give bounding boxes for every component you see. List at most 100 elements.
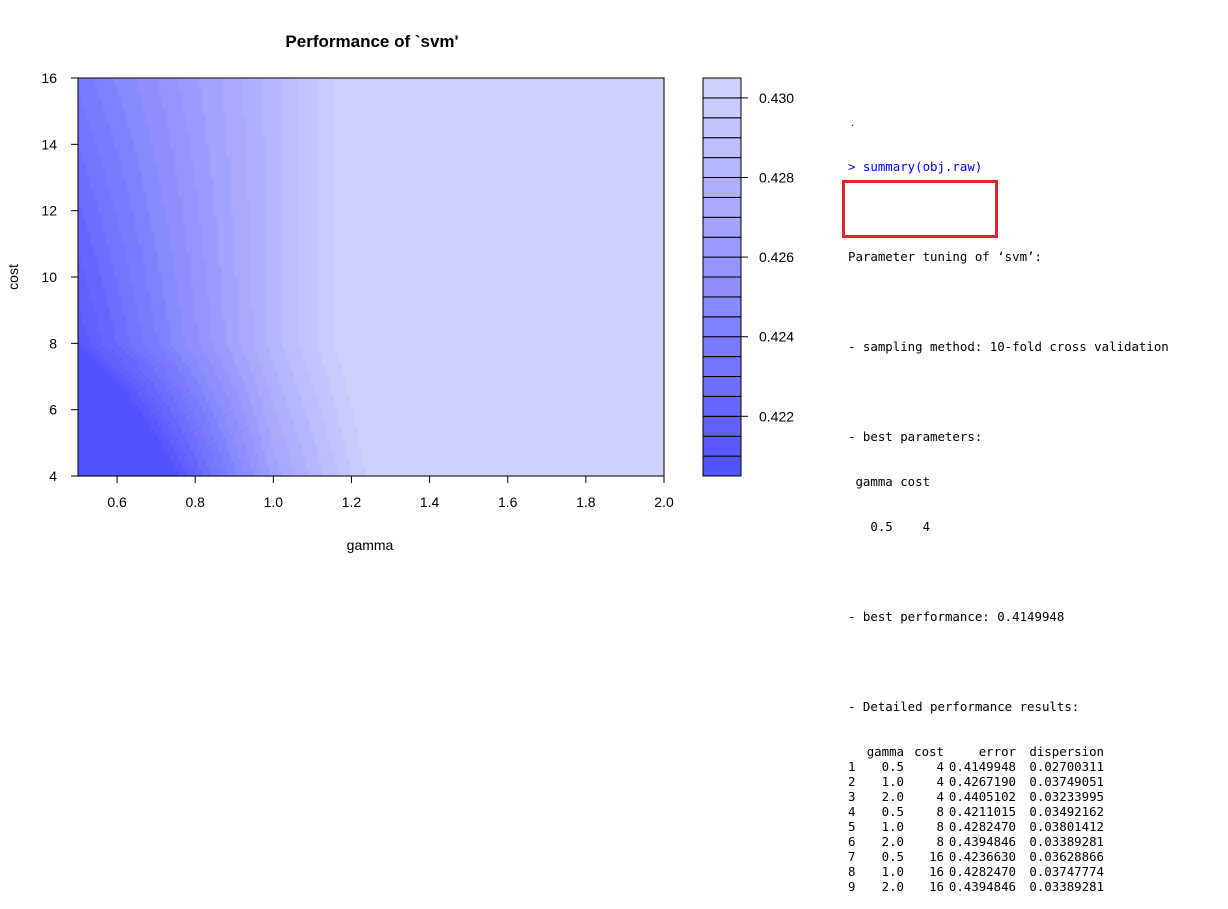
heatmap-cell [246, 450, 251, 455]
heatmap-cell [102, 294, 107, 299]
heatmap-cell [234, 170, 239, 175]
heatmap-cell [86, 390, 91, 395]
heatmap-cell [218, 186, 223, 191]
heatmap-cell [186, 146, 191, 151]
heatmap-cell [146, 130, 151, 135]
heatmap-cell [246, 182, 251, 187]
heatmap-cell [102, 386, 107, 391]
heatmap-cell [266, 370, 271, 375]
heatmap-cell [186, 470, 191, 475]
heatmap-cell [134, 230, 139, 235]
heatmap-cell [174, 102, 179, 107]
heatmap-cell [174, 126, 179, 131]
heatmap-cell [214, 422, 219, 427]
heatmap-cell [150, 254, 155, 259]
heatmap-cell [146, 294, 151, 299]
heatmap-cell [158, 242, 163, 247]
heatmap-cell [206, 238, 211, 243]
heatmap-cell [254, 414, 259, 419]
heatmap-cell [274, 266, 279, 271]
heatmap-cell [198, 358, 203, 363]
heatmap-cell [258, 154, 263, 159]
heatmap-cell [254, 446, 259, 451]
heatmap-cell [202, 174, 207, 179]
heatmap-cell [106, 298, 111, 303]
heatmap-cell [90, 242, 95, 247]
heatmap-cell [206, 138, 211, 143]
heatmap-cell [90, 102, 95, 107]
heatmap-cell [98, 230, 103, 235]
heatmap-cell [214, 198, 219, 203]
heatmap-cell [202, 402, 207, 407]
heatmap-cell [142, 310, 147, 315]
heatmap-cell [238, 434, 243, 439]
heatmap-cell [186, 122, 191, 127]
heatmap-cell [158, 342, 163, 347]
heatmap-cell [218, 270, 223, 275]
heatmap-cell [166, 342, 171, 347]
heatmap-cell [194, 110, 199, 115]
heatmap-cell [146, 462, 151, 467]
heatmap-cell [98, 166, 103, 171]
heatmap-cell [250, 326, 255, 331]
heatmap-cell [198, 246, 203, 251]
heatmap-cell [258, 350, 263, 355]
heatmap-cell [182, 410, 187, 415]
heatmap-cell [202, 90, 207, 95]
heatmap-cell [86, 422, 91, 427]
heatmap-cell [146, 282, 151, 287]
heatmap-cell [142, 366, 147, 371]
heatmap-cell [134, 270, 139, 275]
heatmap-cell [158, 270, 163, 275]
heatmap-cell [254, 118, 259, 123]
heatmap-cell [242, 466, 247, 471]
heatmap-cell [114, 94, 119, 99]
heatmap-cell [242, 342, 247, 347]
heatmap-cell [186, 178, 191, 183]
heatmap-cell [146, 346, 151, 351]
heatmap-cell [186, 354, 191, 359]
heatmap-cell [110, 314, 115, 319]
heatmap-cell [118, 458, 123, 463]
heatmap-cell [262, 390, 267, 395]
heatmap-cell [150, 146, 155, 151]
heatmap-cell [78, 470, 83, 475]
heatmap-cell [230, 90, 235, 95]
heatmap-cell [266, 206, 271, 211]
heatmap-cell [218, 82, 223, 87]
heatmap-cell [138, 110, 143, 115]
heatmap-cell [162, 330, 167, 335]
heatmap-cell [178, 190, 183, 195]
heatmap-cell [258, 282, 263, 287]
heatmap-cell [222, 306, 227, 311]
heatmap-cell [114, 170, 119, 175]
heatmap-cell [170, 362, 175, 367]
heatmap-cell [262, 102, 267, 107]
heatmap-cell [110, 370, 115, 375]
heatmap-cell [86, 118, 91, 123]
heatmap-cell [106, 402, 111, 407]
heatmap-cell [226, 474, 231, 477]
heatmap-cell [242, 474, 247, 477]
heatmap-cell [250, 462, 255, 467]
heatmap-cell [222, 102, 227, 107]
heatmap-cell [190, 350, 195, 355]
heatmap-cell [138, 242, 143, 247]
heatmap-cell [270, 310, 275, 315]
heatmap-cell [202, 114, 207, 119]
heatmap-cell [258, 402, 263, 407]
heatmap-cell [246, 254, 251, 259]
heatmap-cell [250, 238, 255, 243]
heatmap-cell [130, 290, 135, 295]
heatmap-cell [98, 406, 103, 411]
heatmap-cell [98, 90, 103, 95]
heatmap-cell [90, 438, 95, 443]
heatmap-cell [214, 86, 219, 91]
heatmap-cell [230, 174, 235, 179]
heatmap-cell [94, 362, 99, 367]
heatmap-cell [98, 354, 103, 359]
heatmap-cell [102, 154, 107, 159]
heatmap-cell [190, 414, 195, 419]
heatmap-cell [190, 106, 195, 111]
heatmap-cell [162, 134, 167, 139]
